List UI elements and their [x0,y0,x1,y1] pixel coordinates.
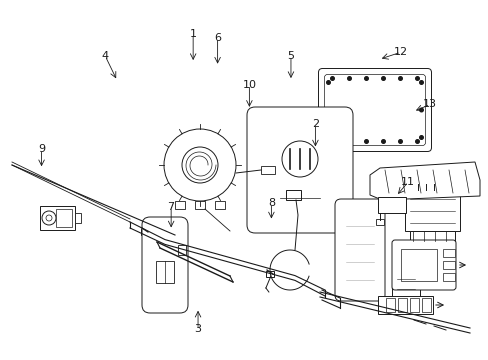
Bar [375,219,383,225]
Bar [377,197,405,213]
Bar [391,251,419,299]
Text: 5: 5 [287,51,294,61]
Text: 7: 7 [167,202,174,212]
Bar [394,271,416,289]
Bar [395,299,415,307]
Circle shape [326,108,329,112]
Text: 11: 11 [401,177,414,187]
Bar [397,298,406,312]
Circle shape [419,136,423,139]
Circle shape [326,81,329,84]
Bar [75,213,81,223]
Text: 8: 8 [267,198,274,208]
Bar [141,229,149,235]
Bar [261,166,274,174]
Text: 1: 1 [189,29,196,39]
Circle shape [364,140,367,143]
Bar [385,298,394,312]
Polygon shape [369,162,479,200]
Bar [178,245,185,255]
Text: 12: 12 [393,47,407,57]
Circle shape [326,136,329,139]
Bar [421,298,430,312]
FancyBboxPatch shape [318,68,430,152]
Bar [409,231,454,241]
Circle shape [415,140,418,143]
Bar [404,189,459,231]
FancyBboxPatch shape [391,240,455,290]
Bar [195,201,204,209]
Bar [442,273,454,281]
FancyBboxPatch shape [334,199,384,301]
Circle shape [330,77,334,80]
Bar [40,206,75,230]
Bar [377,296,432,314]
Circle shape [419,81,423,84]
Bar [156,261,174,283]
Bar [175,201,184,209]
Text: 6: 6 [214,33,221,43]
Circle shape [364,77,367,80]
Circle shape [419,108,423,112]
FancyBboxPatch shape [142,217,187,313]
Circle shape [381,140,385,143]
Circle shape [398,77,402,80]
Circle shape [330,140,334,143]
Text: 4: 4 [102,51,108,61]
Circle shape [347,77,350,80]
Text: 9: 9 [38,144,45,154]
Text: 10: 10 [242,80,256,90]
Bar [265,271,273,277]
Text: 3: 3 [194,324,201,334]
Bar [409,298,418,312]
Bar [442,249,454,257]
Text: 13: 13 [423,99,436,109]
Circle shape [398,140,402,143]
FancyBboxPatch shape [324,75,425,145]
Circle shape [415,77,418,80]
Circle shape [381,77,385,80]
FancyBboxPatch shape [246,107,352,233]
Bar [414,166,436,184]
Bar [56,209,72,227]
Bar [215,201,224,209]
Circle shape [347,140,350,143]
Text: 2: 2 [311,119,318,129]
Bar [400,249,436,281]
Bar [442,261,454,269]
Bar [285,190,301,200]
